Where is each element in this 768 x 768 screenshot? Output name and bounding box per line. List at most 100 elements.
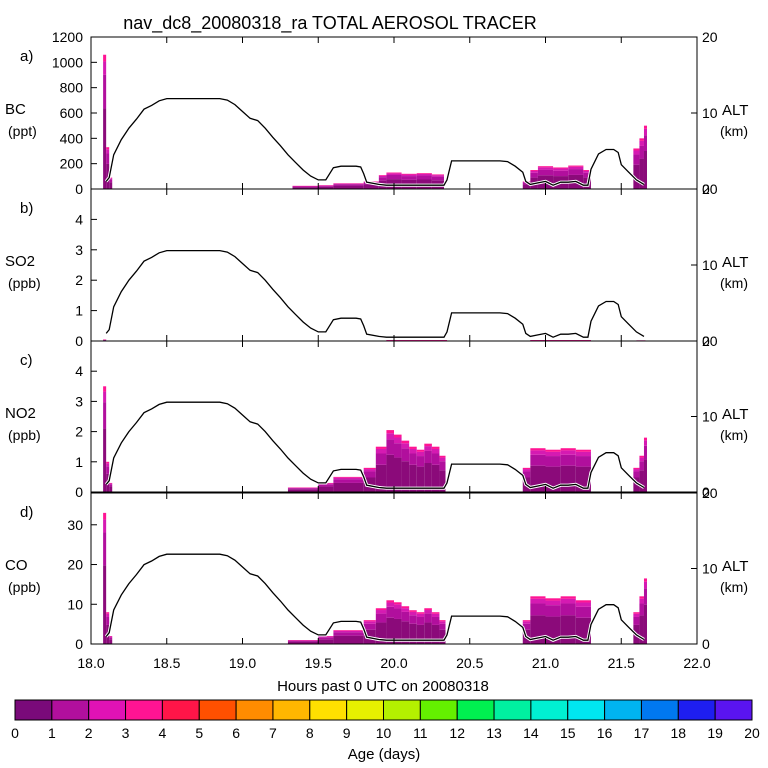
colorbar-swatch xyxy=(567,699,606,721)
concentration-bar xyxy=(643,581,648,589)
concentration-bar xyxy=(633,612,640,614)
concentration-bar xyxy=(522,621,531,624)
concentration-bar xyxy=(643,125,648,129)
alt-label: ALT xyxy=(722,558,748,575)
concentration-bar xyxy=(545,456,561,467)
concentration-bar xyxy=(318,637,334,640)
concentration-bar xyxy=(575,451,591,457)
concentration-bar xyxy=(537,169,554,176)
concentration-bar xyxy=(575,456,591,467)
colorbar-tick-label: 11 xyxy=(413,725,428,741)
colorbar-swatch xyxy=(309,699,348,721)
alt-tick-label: 10 xyxy=(702,561,718,577)
concentration-bar xyxy=(103,565,107,644)
concentration-bar xyxy=(401,173,417,175)
colorbar-tick-label: 18 xyxy=(671,725,687,741)
concentration-bar xyxy=(103,519,107,533)
concentration-bar xyxy=(431,453,440,465)
colorbar-tick-label: 9 xyxy=(343,725,351,741)
concentration-bar xyxy=(394,434,402,438)
colorbar-swatch xyxy=(714,699,753,721)
concentration-bar xyxy=(409,446,417,449)
concentration-bar xyxy=(643,588,648,605)
concentration-bar xyxy=(333,184,364,186)
concentration-bar xyxy=(643,459,648,492)
colorbar-swatch xyxy=(161,699,200,721)
colorbar-tick-label: 15 xyxy=(560,725,576,741)
concentration-bar xyxy=(409,623,417,644)
y-tick-label: 3 xyxy=(75,393,83,409)
colorbar-tick-label: 3 xyxy=(122,725,130,741)
concentration-bar xyxy=(553,167,569,169)
age-colorbar: 0 1 2 3 4 5 6 7 8 9 10 11 12 13 14 15 16 17 18 19 20 xyxy=(11,699,760,741)
colorbar-tick-label: 6 xyxy=(232,725,240,741)
concentration-bar xyxy=(568,165,584,167)
y-tick-label: 1 xyxy=(75,454,83,470)
concentration-bar xyxy=(431,448,440,454)
concentration-bar xyxy=(103,428,107,492)
concentration-bar xyxy=(431,464,440,492)
colorbar-swatch xyxy=(677,699,716,721)
concentration-bar xyxy=(106,616,110,625)
concentration-bar xyxy=(106,149,110,154)
concentration-bar xyxy=(545,449,561,452)
concentration-bar xyxy=(333,630,364,631)
concentration-bar xyxy=(424,446,432,451)
concentration-bar xyxy=(386,617,394,644)
concentration-bar xyxy=(363,184,379,189)
altitude-line xyxy=(105,401,645,489)
concentration-bar xyxy=(530,448,546,451)
concentration-bar xyxy=(639,145,644,159)
concentration-bar xyxy=(401,448,410,462)
concentration-bar xyxy=(522,467,531,470)
species-unit: (ppb) xyxy=(8,427,41,443)
colorbar-swatch xyxy=(346,699,384,721)
concentration-bar xyxy=(583,172,591,178)
concentration-bar xyxy=(633,467,640,470)
chart-title: nav_dc8_20080318_ra TOTAL AEROSOL TRACER xyxy=(123,13,537,34)
concentration-bar xyxy=(106,463,110,467)
concentration-bar xyxy=(333,632,364,636)
concentration-bar xyxy=(106,461,110,464)
panel-letter: b) xyxy=(20,200,33,217)
species-label: NO2 xyxy=(5,405,36,422)
concentration-bar xyxy=(575,600,591,603)
concentration-bar xyxy=(292,186,319,188)
concentration-bar xyxy=(386,606,394,618)
concentration-bar xyxy=(375,610,387,614)
concentration-bar xyxy=(103,61,107,75)
concentration-bar xyxy=(378,175,387,176)
x-tick-label: 18.5 xyxy=(153,655,180,671)
concentration-bar xyxy=(639,598,644,604)
colorbar-tick-label: 2 xyxy=(85,725,93,741)
alt-tick-label: 20 xyxy=(702,333,718,349)
y-tick-label: 10 xyxy=(67,596,83,612)
alt-label: ALT xyxy=(722,254,748,271)
concentration-bar xyxy=(639,140,644,146)
concentration-bar xyxy=(287,489,319,492)
x-tick-label: 21.0 xyxy=(532,655,559,671)
alt-label: ALT xyxy=(722,406,748,423)
alt-tick-label: 0 xyxy=(702,484,710,500)
concentration-bar xyxy=(416,175,432,180)
concentration-bar xyxy=(401,461,410,492)
colorbar-tick-label: 12 xyxy=(449,725,465,741)
concentration-bar xyxy=(409,610,417,612)
colorbar-swatch xyxy=(640,699,679,721)
x-tick-label: 22.0 xyxy=(683,655,710,671)
colorbar-tick-label: 20 xyxy=(744,725,760,741)
y-tick-label: 1200 xyxy=(52,29,83,45)
species-unit: (ppb) xyxy=(8,579,41,595)
colorbar-tick-label: 1 xyxy=(48,725,56,741)
concentration-bar xyxy=(639,461,644,471)
concentration-bar xyxy=(106,153,110,164)
concentration-bar xyxy=(363,621,376,624)
concentration-bar xyxy=(545,598,561,601)
colorbar-swatch xyxy=(14,699,53,721)
concentration-bar xyxy=(394,443,402,458)
concentration-bar xyxy=(639,455,644,458)
concentration-bar xyxy=(424,450,432,464)
concentration-bar xyxy=(103,402,107,429)
concentration-bar xyxy=(643,445,648,460)
